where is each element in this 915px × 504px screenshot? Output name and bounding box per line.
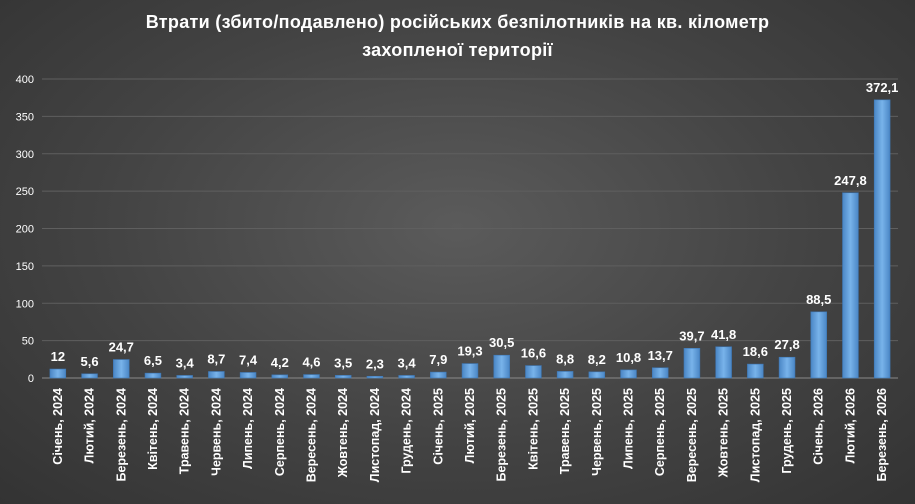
data-label: 7,4 <box>239 352 258 367</box>
chart-title-line1: Втрати (збито/подавлено) російських безп… <box>145 12 770 32</box>
data-label: 6,5 <box>144 353 162 368</box>
data-label: 3,5 <box>334 355 352 370</box>
chart-title-line2: захопленої території <box>362 40 553 60</box>
y-tick-label: 100 <box>16 298 34 310</box>
x-tick-label: Травень, 2024 <box>178 388 192 474</box>
x-tick-label: Серпень, 2024 <box>273 388 287 476</box>
data-label: 8,8 <box>556 351 574 366</box>
bar <box>493 354 510 379</box>
x-tick-label: Лютий, 2026 <box>843 388 857 463</box>
y-tick-label: 200 <box>16 224 34 236</box>
data-label: 13,7 <box>648 348 673 363</box>
x-tick-label: Березень, 2026 <box>875 388 889 482</box>
bar <box>556 371 574 379</box>
data-label: 16,6 <box>521 346 546 361</box>
bar <box>144 372 162 379</box>
x-tick-label: Жовтень, 2024 <box>336 388 350 478</box>
data-label: 24,7 <box>109 340 134 355</box>
data-label: 39,7 <box>679 328 704 343</box>
data-label: 2,3 <box>366 356 384 371</box>
x-tick-label: Липень, 2024 <box>241 388 255 469</box>
bar <box>461 363 479 379</box>
bar <box>430 371 447 379</box>
bar <box>398 375 415 379</box>
bar <box>620 369 637 379</box>
bar <box>113 359 130 379</box>
data-label: 18,6 <box>743 344 768 359</box>
x-tick-label: Грудень, 2025 <box>780 388 794 474</box>
data-label: 8,7 <box>207 351 225 366</box>
y-tick-label: 300 <box>16 149 34 161</box>
data-label: 3,4 <box>398 355 417 370</box>
data-label: 8,2 <box>588 352 606 367</box>
bar <box>525 365 542 379</box>
bar <box>778 356 796 379</box>
data-label: 10,8 <box>616 350 641 365</box>
x-tick-label: Грудень, 2024 <box>400 388 414 474</box>
x-tick-label: Жовтень, 2025 <box>717 388 731 478</box>
x-tick-label: Серпень, 2025 <box>653 388 667 476</box>
bar <box>683 348 701 379</box>
x-tick-label: Червень, 2024 <box>209 388 223 476</box>
data-label: 3,4 <box>176 355 195 370</box>
data-label: 30,5 <box>489 335 514 350</box>
x-tick-label: Липень, 2025 <box>622 388 636 469</box>
x-tick-label: Січень, 2024 <box>51 388 65 465</box>
bar <box>49 368 67 379</box>
bar <box>715 346 732 379</box>
bar <box>588 371 606 379</box>
x-tick-label: Березень, 2025 <box>495 388 509 482</box>
y-tick-label: 400 <box>16 74 34 86</box>
x-tick-label: Травень, 2025 <box>558 388 572 474</box>
x-tick-label: Червень, 2025 <box>590 388 604 476</box>
data-label: 12 <box>51 349 65 364</box>
data-label: 247,8 <box>834 173 867 188</box>
x-tick-label: Квітень, 2025 <box>526 388 540 470</box>
data-label: 372,1 <box>866 80 899 95</box>
bar <box>842 192 859 379</box>
bar <box>239 372 257 379</box>
bar <box>366 375 384 379</box>
data-label: 19,3 <box>457 344 482 359</box>
data-label: 27,8 <box>774 337 799 352</box>
x-tick-label: Березень, 2024 <box>114 388 128 482</box>
x-tick-label: Листопад, 2025 <box>748 388 762 482</box>
y-tick-label: 350 <box>16 111 34 123</box>
bar <box>271 374 289 379</box>
data-label: 4,2 <box>271 355 289 370</box>
x-tick-label: Вересень, 2025 <box>685 388 699 482</box>
data-label: 5,6 <box>81 354 99 369</box>
bar <box>303 374 320 379</box>
data-label: 88,5 <box>806 292 831 307</box>
data-label: 7,9 <box>429 352 447 367</box>
bar <box>334 375 352 379</box>
bar <box>208 371 225 379</box>
x-tick-label: Листопад, 2024 <box>368 388 382 482</box>
x-tick-label: Січень, 2026 <box>812 388 826 465</box>
bar <box>810 311 827 379</box>
x-tick-label: Лютий, 2025 <box>463 388 477 463</box>
x-tick-label: Лютий, 2024 <box>83 388 97 463</box>
data-label: 4,6 <box>302 355 320 370</box>
x-tick-label: Вересень, 2024 <box>304 388 318 482</box>
bar <box>81 373 98 379</box>
y-tick-label: 150 <box>16 261 34 273</box>
x-tick-label: Січень, 2025 <box>431 388 445 465</box>
y-tick-label: 50 <box>22 336 34 348</box>
y-tick-label: 250 <box>16 186 34 198</box>
bar <box>651 367 669 379</box>
bar <box>873 99 891 379</box>
data-label: 41,8 <box>711 327 736 342</box>
y-tick-label: 0 <box>28 373 34 385</box>
bar <box>176 375 193 379</box>
bar <box>747 363 764 379</box>
x-tick-label: Квітень, 2024 <box>146 388 160 470</box>
